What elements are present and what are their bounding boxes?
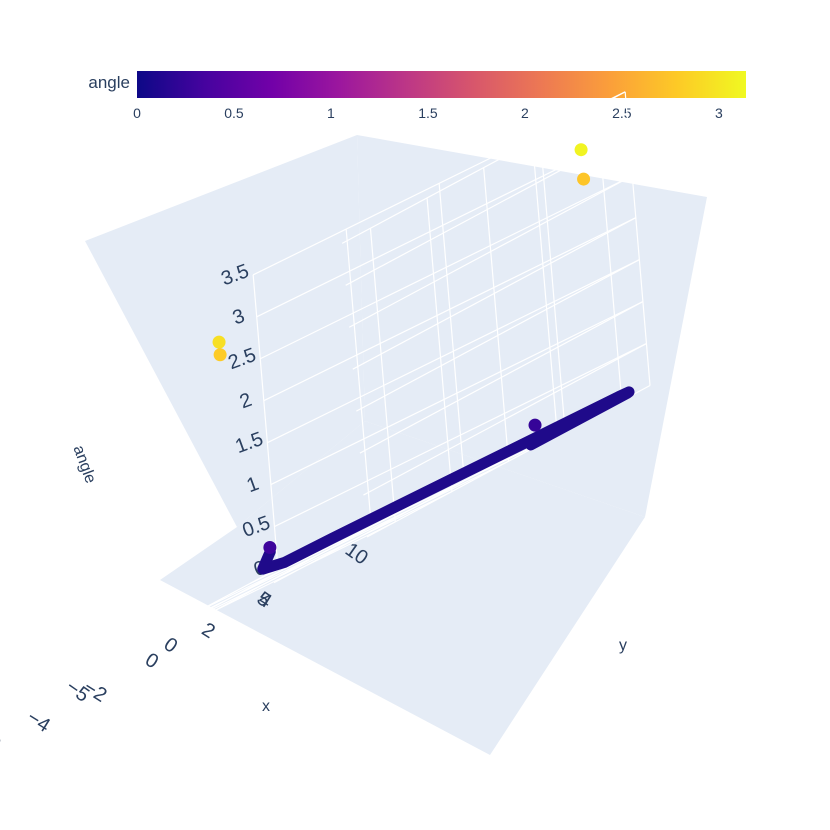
scatter-points <box>212 143 591 554</box>
scatter-point <box>263 541 277 554</box>
colorbar: angle 0 0.5 1 1.5 2 2.5 3 <box>88 71 746 121</box>
scatter-point <box>212 335 226 349</box>
y-axis-tick-label: 0 <box>141 649 162 674</box>
y-axis-tick-label: −4 <box>23 706 54 737</box>
x-axis-tick-label: 0 <box>160 633 182 657</box>
x-axis-tick-label: −10 <box>0 718 5 755</box>
colorbar-tick-label: 0.5 <box>224 105 244 121</box>
colorbar-ticks: 0 0.5 1 1.5 2 2.5 3 <box>133 105 723 121</box>
colorbar-title: angle <box>88 73 130 92</box>
colorbar-tick-label: 3 <box>715 105 723 121</box>
scatter-point <box>574 143 588 157</box>
back-wall-right <box>357 135 707 517</box>
colorbar-tick-label: 2 <box>521 105 529 121</box>
y-axis-title: y <box>619 637 627 654</box>
scatter-point <box>528 418 542 432</box>
trajectory-series <box>257 386 635 575</box>
scatter-point <box>577 172 591 186</box>
scatter-point <box>213 348 227 362</box>
floor-plane <box>160 421 645 755</box>
trajectory-line <box>257 386 635 575</box>
z-axis-title: angle <box>70 443 99 486</box>
y-axis-tick-label: 2 <box>198 619 219 644</box>
colorbar-tick-label: 2.5 <box>612 105 632 121</box>
colorbar-tick-label: 0 <box>133 105 141 121</box>
colorbar-gradient <box>137 71 746 98</box>
y-axis-tick-label: −2 <box>80 676 111 707</box>
x-axis-title: x <box>262 698 270 715</box>
colorbar-tick-label: 1.5 <box>418 105 438 121</box>
colorbar-tick-label: 1 <box>327 105 335 121</box>
